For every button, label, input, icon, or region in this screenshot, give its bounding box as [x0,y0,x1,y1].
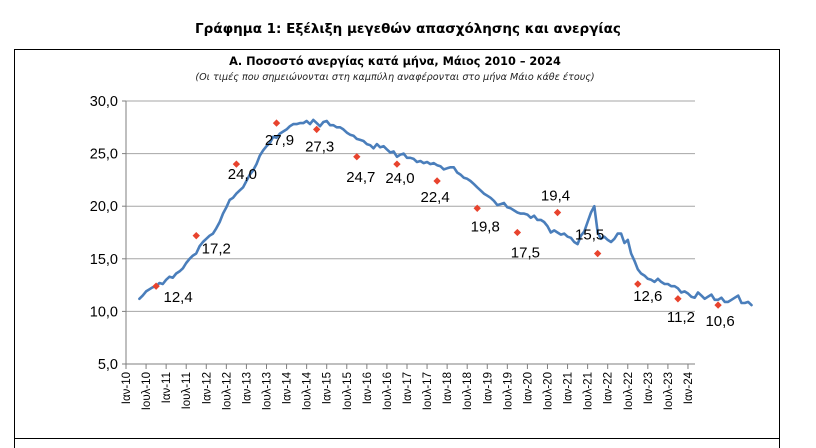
x-tick-label: Ιουλ-21 [583,372,595,410]
may-point-marker [272,119,281,127]
data-label: 12,4 [164,289,193,306]
x-tick-label: Ιουλ-22 [623,372,635,410]
y-tick-label: 25,0 [90,147,118,163]
x-tick-label: Ιαν-22 [603,372,615,404]
unemployment-series-line [138,118,753,307]
may-point-marker [634,280,642,288]
may-point-marker [714,301,722,309]
x-tick-label: Ιαν-15 [322,372,334,404]
data-label: 15,5 [575,227,604,244]
next-panel-border [14,438,780,448]
y-tick-label: 15,0 [90,252,118,268]
chart-subtitle: (Οι τιμές που σημειώνονται στη καμπύλη α… [195,72,595,83]
data-label: 22,4 [420,189,449,206]
y-tick-label: 20,0 [90,199,118,215]
x-tick-label: Ιουλ-14 [302,371,314,410]
may-point-marker [593,249,602,258]
x-tick-label: Ιαν-24 [683,371,695,404]
x-tick-label: Ιουλ-23 [663,372,675,410]
data-label: 12,6 [633,288,662,305]
x-tick-label: Ιαν-14 [282,371,294,404]
y-tick-label: 5,0 [98,357,118,373]
data-label: 24,0 [385,170,414,187]
may-point-marker [312,125,321,134]
data-label: 27,3 [305,138,334,155]
chart-title: Α. Ποσοστό ανεργίας κατά μήνα, Μάιος 201… [229,55,561,68]
x-tick-label: Ιαν-10 [121,372,133,404]
page-title: Γράφημα 1: Εξέλιξη μεγεθών απασχόλησης κ… [195,21,621,37]
x-tick-label: Ιουλ-13 [261,372,273,410]
y-tick-label: 10,0 [90,304,118,320]
x-tick-label: Ιαν-17 [402,372,414,404]
data-label: 19,4 [541,188,570,205]
may-point-marker [674,295,682,303]
x-tick-label: Ιαν-18 [442,372,454,404]
may-point-marker [553,208,562,217]
may-point-marker [353,153,361,161]
may-point-marker [192,231,200,240]
may-point-marker [433,177,441,185]
x-tick-label: Ιαν-12 [201,372,213,404]
x-tick-label: Ιουλ-18 [462,372,474,410]
x-tick-label: Ιουλ-15 [342,372,354,410]
x-tick-label: Ιαν-23 [643,372,655,404]
may-point-marker [232,160,241,168]
chart-frame [14,49,780,439]
x-tick-label: Ιουλ-10 [141,372,153,410]
x-tick-label: Ιουλ-20 [542,372,554,410]
data-label: 17,2 [202,241,231,258]
may-point-marker [513,228,522,237]
x-tick-label: Ιαν-13 [241,372,253,404]
may-point-marker [393,160,401,168]
x-tick-label: Ιαν-16 [362,372,374,404]
x-tick-label: Ιαν-21 [563,372,575,404]
y-tick-label: 30,0 [90,94,118,110]
x-tick-label: Ιουλ-12 [221,372,233,410]
x-tick-label: Ιαν-19 [482,372,494,404]
x-tick-label: Ιαν-11 [161,372,173,403]
data-label: 11,2 [667,309,695,326]
data-label: 10,6 [705,313,734,330]
data-label: 24,7 [346,169,375,186]
x-tick-label: Ιαν-20 [522,372,534,404]
data-label: 19,8 [471,218,500,235]
x-tick-label: Ιουλ-17 [422,372,434,410]
x-tick-label: Ιουλ-11 [181,372,193,409]
data-label: 27,9 [265,132,294,149]
x-tick-label: Ιουλ-16 [382,372,394,410]
may-point-marker [152,282,160,290]
data-label: 24,0 [228,166,257,183]
x-tick-label: Ιουλ-19 [502,372,514,410]
data-label: 17,5 [511,245,540,262]
